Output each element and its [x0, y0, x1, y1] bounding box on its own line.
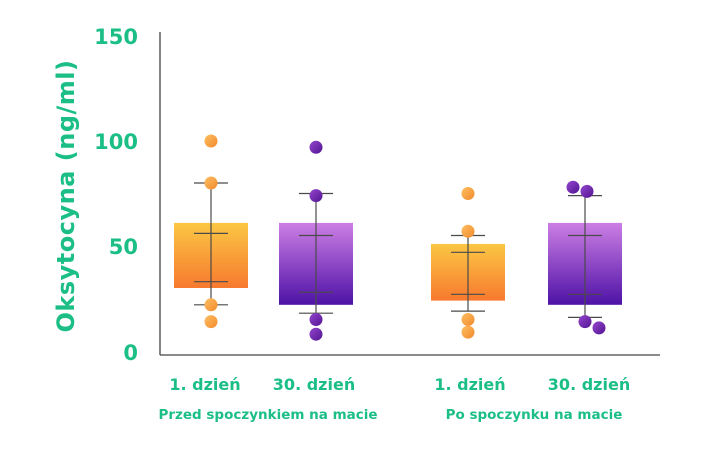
outlier-point-g1-b2-3 — [309, 313, 323, 326]
outlier-point-g2-b2-3 — [578, 315, 592, 329]
y-tick-label-150: 150 — [94, 25, 138, 49]
category-label-g1-b2: 30. dzień — [273, 375, 355, 394]
outlier-point-g2-b1-3 — [461, 313, 475, 326]
outlier-point-g1-b1-3 — [204, 298, 218, 312]
outlier-point-g1-b1-4 — [204, 315, 218, 329]
outlier-point-g2-b2-1 — [566, 180, 580, 194]
y-tick-label-0: 0 — [123, 341, 138, 365]
outlier-point-g1-b2-2 — [309, 189, 323, 203]
y-axis-label: Oksytocyna (ng/ml) — [52, 60, 80, 333]
box-marks-layer — [174, 134, 622, 341]
group-label-after: Po spoczynku na macie — [446, 407, 623, 423]
category-label-g1-b1: 1. dzień — [169, 375, 240, 394]
outlier-point-g1-b1-1 — [204, 134, 218, 148]
y-tick-label-50: 50 — [109, 235, 138, 259]
outlier-point-g1-b1-2 — [204, 176, 218, 190]
outlier-point-g2-b1-1 — [461, 187, 475, 200]
outlier-point-g2-b1-4 — [461, 325, 475, 339]
group-label-before: Przed spoczynkiem na macie — [158, 407, 377, 423]
outlier-point-g1-b2-4 — [309, 327, 323, 341]
y-tick-label-100: 100 — [94, 130, 138, 154]
outlier-point-g1-b2-1 — [309, 140, 323, 154]
category-label-g2-b1: 1. dzień — [434, 375, 505, 394]
outlier-point-g2-b2-4 — [592, 321, 606, 335]
category-label-g2-b2: 30. dzień — [548, 375, 630, 394]
outlier-point-g2-b1-2 — [461, 224, 475, 238]
outlier-point-g2-b2-2 — [580, 184, 594, 198]
